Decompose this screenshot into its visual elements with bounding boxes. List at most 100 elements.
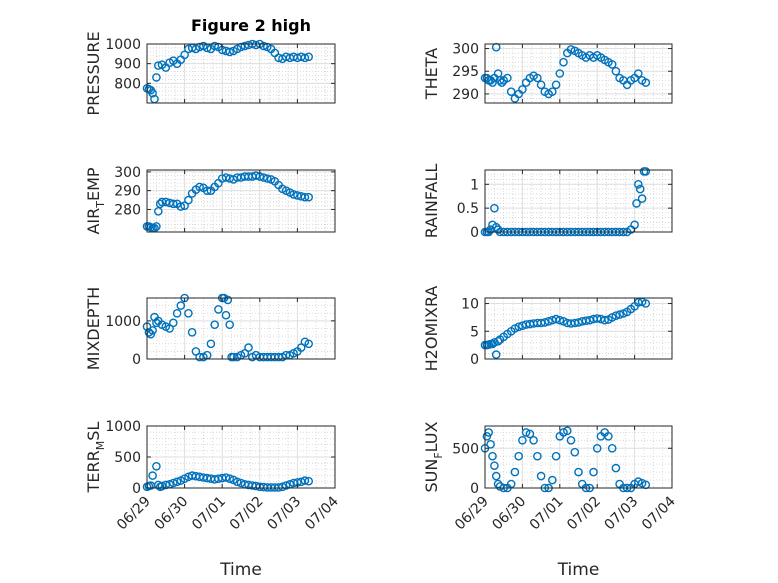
data-point [559, 57, 568, 67]
data-point [611, 66, 621, 76]
y-axis-label: PRESSURE [84, 31, 103, 115]
data-point [214, 305, 223, 314]
data-point [168, 318, 178, 328]
y-tick-label: 0 [132, 352, 141, 368]
data-point [152, 222, 161, 231]
x-axis-label: Time [557, 560, 600, 580]
subplot-8: 0 500 SUNFLUX 06/2906/3007/0107/0207/0307/0… [422, 421, 679, 580]
data-point [514, 451, 524, 461]
y-tick-label: 10 [461, 297, 479, 313]
data-point [300, 53, 310, 63]
data-point [551, 451, 561, 461]
data-point [180, 50, 189, 60]
data-point [486, 439, 495, 449]
data-point [236, 478, 246, 488]
data-point [555, 69, 565, 78]
data-point [641, 78, 651, 87]
data-point [236, 42, 246, 52]
axes-box [146, 43, 336, 104]
data-point [488, 451, 497, 461]
data-point [490, 461, 499, 471]
y-tick-label: 1000 [105, 37, 141, 53]
axes-box [484, 43, 673, 104]
data-point [161, 197, 171, 207]
y-axis-label: SUNFLUX [422, 421, 445, 492]
data-point [518, 435, 527, 445]
data-point [514, 322, 524, 332]
y-tick-label: 0 [470, 225, 479, 241]
y-tick-label: 800 [114, 76, 141, 92]
x-tick-label: 07/01 [189, 494, 229, 534]
y-tick-label: 900 [114, 57, 141, 73]
figure-title: Figure 2 high [191, 16, 311, 35]
data-point [592, 443, 602, 453]
axes-box [484, 169, 673, 233]
data-point [187, 327, 197, 337]
data-point [555, 315, 565, 325]
data-point [240, 41, 250, 51]
data-point [153, 206, 163, 216]
subplot-2: 290 295 300 THETA [422, 42, 673, 104]
x-tick-label: 07/01 [527, 494, 567, 534]
data-point [206, 339, 216, 349]
axes-box [146, 169, 336, 233]
data-point [525, 429, 535, 439]
y-tick-label: 1000 [105, 314, 141, 330]
x-tick-label: 06/30 [152, 494, 192, 534]
data-point [533, 451, 542, 461]
data-point [600, 315, 610, 325]
data-point [259, 173, 268, 182]
data-point [210, 41, 219, 51]
data-point [544, 316, 553, 326]
subplot-4: 0 0.5 1 RAINFALL [422, 164, 673, 241]
data-point [491, 471, 501, 481]
data-point [566, 45, 576, 54]
data-point [491, 350, 501, 359]
data-point [506, 87, 516, 96]
y-tick-label: 295 [452, 64, 479, 80]
data-point [615, 310, 624, 319]
y-tick-label: 290 [452, 87, 479, 103]
y-tick-label: 280 [114, 202, 141, 218]
data-point [548, 87, 557, 96]
data-point [148, 471, 157, 480]
y-tick-label: 0 [132, 481, 141, 497]
data-point [604, 431, 613, 441]
data-point [176, 301, 186, 310]
data-point [184, 195, 193, 205]
data-point [195, 182, 204, 192]
y-tick-label: 300 [114, 165, 141, 181]
data-point [304, 339, 314, 349]
data-point [533, 73, 542, 83]
data-point [153, 61, 163, 70]
data-point [503, 73, 512, 83]
data-point [570, 447, 580, 457]
data-point [221, 173, 231, 182]
data-point [495, 76, 505, 85]
subplot-6: 0 5 10 H2OMIXRA [422, 286, 673, 371]
data-point [262, 174, 272, 183]
data-point [176, 202, 186, 211]
data-point [289, 190, 298, 199]
data-point [637, 194, 647, 203]
data-point [168, 199, 178, 209]
x-tick-label: 06/30 [489, 494, 529, 534]
data-point [172, 308, 182, 318]
data-point [563, 426, 572, 436]
x-tick-label: 06/29 [114, 494, 154, 534]
axes-box [484, 425, 673, 489]
data-point [518, 85, 527, 94]
data-point [551, 80, 561, 90]
data-point [172, 477, 182, 487]
y-axis-label: MIXDEPTH [84, 287, 103, 370]
x-tick-label: 07/04 [639, 493, 679, 533]
x-tick-label: 07/02 [227, 494, 267, 534]
data-point [641, 167, 651, 176]
data-point [148, 88, 157, 98]
data-point [607, 60, 617, 69]
data-point [152, 461, 161, 471]
data-point [488, 78, 497, 87]
